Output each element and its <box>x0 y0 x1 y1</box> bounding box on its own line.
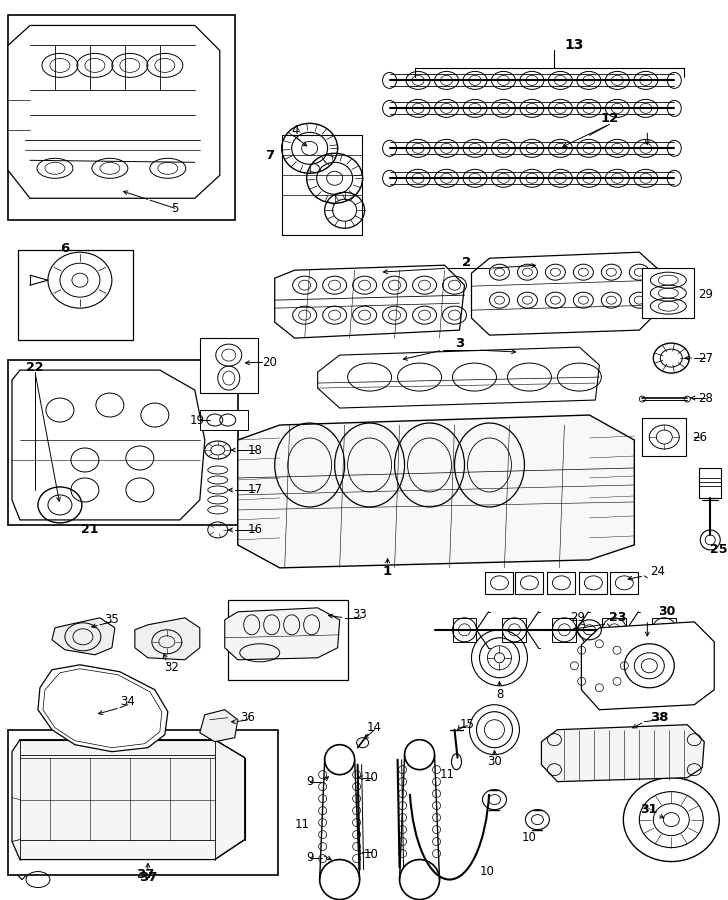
Bar <box>515 572 543 594</box>
Text: 10: 10 <box>364 771 379 784</box>
Bar <box>547 572 575 594</box>
Text: 36: 36 <box>240 711 256 724</box>
Bar <box>602 617 626 642</box>
Polygon shape <box>542 724 704 781</box>
Text: 23: 23 <box>609 611 626 625</box>
Polygon shape <box>38 665 168 752</box>
Bar <box>8 15 234 220</box>
Bar <box>610 572 638 594</box>
Text: 15: 15 <box>460 718 475 731</box>
Bar <box>8 360 238 525</box>
Text: 6: 6 <box>60 242 70 255</box>
Polygon shape <box>225 608 340 660</box>
Bar <box>8 730 277 875</box>
Bar <box>228 599 348 680</box>
Bar <box>199 410 248 430</box>
Text: 11: 11 <box>294 818 309 831</box>
Text: 4: 4 <box>291 124 298 137</box>
Text: 9: 9 <box>306 775 314 788</box>
Text: 12: 12 <box>600 112 619 125</box>
Bar <box>553 617 577 642</box>
Polygon shape <box>317 347 599 408</box>
Text: 18: 18 <box>248 444 262 456</box>
Bar <box>282 135 362 235</box>
Bar <box>652 617 676 642</box>
Bar <box>700 468 721 498</box>
Text: 9: 9 <box>306 851 314 864</box>
Text: 17: 17 <box>248 483 262 497</box>
Text: 2: 2 <box>462 256 471 269</box>
Text: 27: 27 <box>697 352 713 365</box>
Text: 3: 3 <box>455 337 464 349</box>
Polygon shape <box>135 617 199 660</box>
Text: 10: 10 <box>364 848 379 861</box>
Text: 37: 37 <box>138 871 157 884</box>
Text: 7: 7 <box>265 148 274 162</box>
Text: 11: 11 <box>440 769 455 781</box>
Text: 30: 30 <box>487 755 502 769</box>
Polygon shape <box>52 617 115 655</box>
Bar <box>642 268 695 318</box>
Text: 10: 10 <box>480 865 495 878</box>
Bar <box>199 338 258 393</box>
Text: 20: 20 <box>262 356 277 369</box>
Text: 32: 32 <box>165 662 179 674</box>
Polygon shape <box>199 710 238 742</box>
Bar <box>579 572 607 594</box>
Text: 16: 16 <box>248 524 262 536</box>
Text: 29: 29 <box>697 288 713 301</box>
Text: 14: 14 <box>367 721 382 734</box>
Text: 31: 31 <box>641 803 658 816</box>
Text: 34: 34 <box>120 695 135 708</box>
Text: 22: 22 <box>26 361 44 374</box>
Text: 33: 33 <box>352 608 367 621</box>
Polygon shape <box>238 415 634 568</box>
Text: 21: 21 <box>81 524 99 536</box>
Polygon shape <box>582 622 714 710</box>
Polygon shape <box>8 25 220 198</box>
Text: 35: 35 <box>105 613 119 626</box>
Text: 8: 8 <box>496 688 503 701</box>
Text: 25: 25 <box>711 544 728 556</box>
Polygon shape <box>12 370 205 520</box>
Text: 38: 38 <box>650 711 668 724</box>
Text: 28: 28 <box>698 392 713 405</box>
Text: 10: 10 <box>522 831 537 844</box>
Text: 29: 29 <box>570 611 585 625</box>
Polygon shape <box>12 740 245 860</box>
Text: 30: 30 <box>659 606 676 618</box>
Text: 19: 19 <box>189 413 205 427</box>
Text: 24: 24 <box>650 565 665 579</box>
Bar <box>18 250 132 340</box>
Bar <box>642 418 687 456</box>
Polygon shape <box>472 252 660 335</box>
Text: 26: 26 <box>692 430 707 444</box>
Bar <box>502 617 526 642</box>
Text: 5: 5 <box>171 202 178 215</box>
Polygon shape <box>274 266 464 338</box>
Text: 1: 1 <box>383 565 392 579</box>
Bar <box>453 617 477 642</box>
Text: 13: 13 <box>565 39 584 52</box>
Bar <box>486 572 513 594</box>
Text: 37: 37 <box>135 868 154 881</box>
